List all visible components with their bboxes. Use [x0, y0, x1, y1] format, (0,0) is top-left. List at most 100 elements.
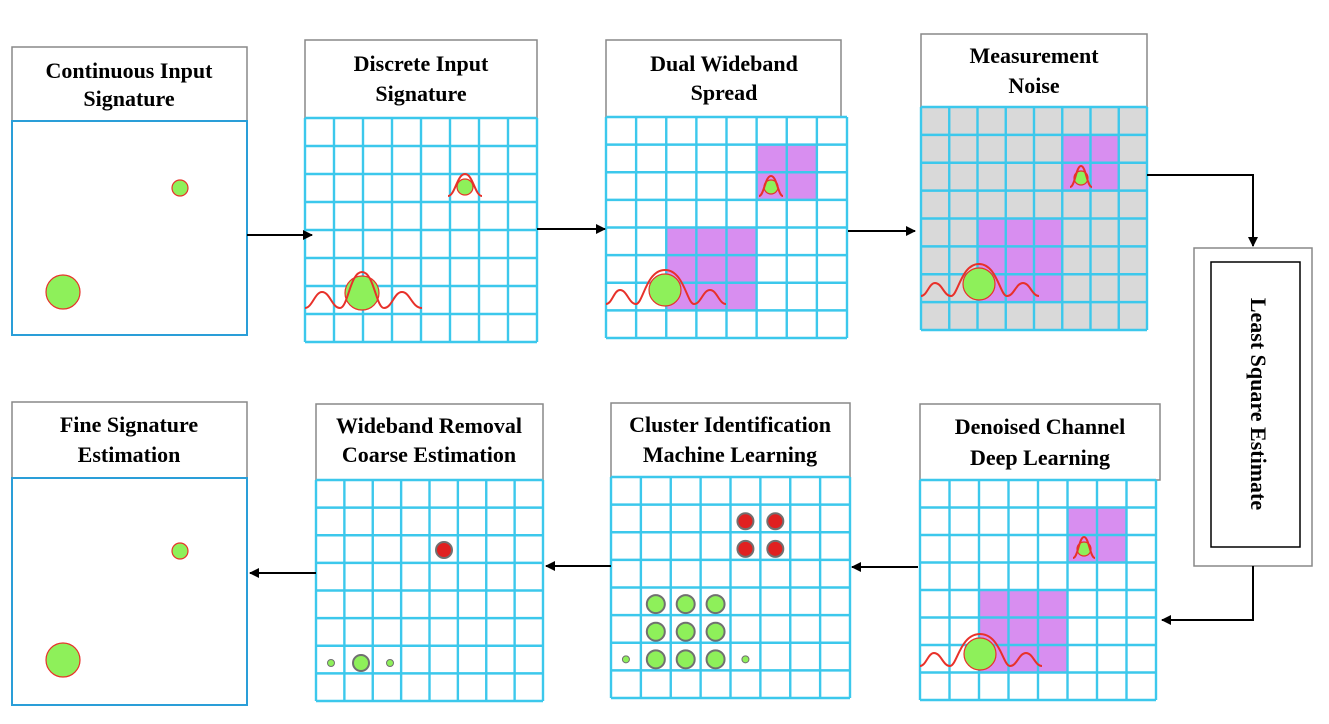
large-path-dot — [648, 273, 682, 307]
least-square-estimate-block: Least Square Estimate — [1193, 247, 1313, 567]
spread-cell — [1007, 589, 1039, 619]
spread-cell — [1096, 506, 1128, 536]
spread-cell — [1005, 217, 1035, 248]
title-box — [920, 33, 1148, 108]
spread-cell — [1033, 217, 1063, 248]
cluster-dot-green — [645, 621, 666, 642]
spread-cell — [695, 226, 728, 256]
cluster-dot-red — [736, 539, 755, 558]
sinc-pulse — [1069, 164, 1093, 188]
sinc-pulse — [758, 174, 784, 197]
title-line-2: Coarse Estimation — [342, 442, 516, 467]
spread-cell — [786, 143, 818, 173]
title-line-1: Dual Wideband — [650, 51, 798, 76]
spread-cell — [725, 282, 758, 312]
signature-area — [11, 120, 248, 336]
small-path-dot — [456, 178, 474, 196]
title-line-1-text: Measurement — [969, 43, 1099, 68]
title-line-2: Spread — [691, 80, 758, 105]
small-path-dot — [171, 179, 189, 197]
small-path-dot — [171, 542, 189, 560]
large-path-dot — [962, 267, 996, 301]
title-line-2: Signature — [375, 81, 467, 106]
sinc-pulse — [1072, 535, 1096, 559]
side-dot — [386, 659, 394, 667]
spread-cell — [1089, 162, 1120, 192]
small-path-dot — [1076, 541, 1092, 557]
spread-cell — [1089, 134, 1120, 164]
cluster-dot-green — [675, 621, 696, 642]
spread-cell — [665, 226, 698, 256]
spread-cell — [755, 143, 788, 173]
spread-cell — [1033, 245, 1063, 275]
large-path-dot — [344, 275, 380, 311]
panel-dual-wideband-spread: Dual Wideband Spread — [604, 39, 849, 340]
least-square-estimate-label: Least Square Estimate — [1246, 298, 1271, 510]
title-line-2: Machine Learning — [643, 442, 817, 467]
grid — [314, 478, 545, 703]
spread-cell — [1037, 616, 1069, 646]
cluster-dots — [621, 512, 785, 670]
spread-cell — [1066, 506, 1098, 536]
panel-fine-signature-estimation: Fine Signature Estimation — [11, 401, 248, 706]
title-line-1: Cluster Identification — [629, 412, 831, 437]
sinc-pulse — [919, 632, 1043, 668]
panel-wideband-removal: Wideband Removal Coarse Estimation — [314, 403, 545, 703]
spread-cell — [786, 171, 818, 201]
title-box — [11, 401, 248, 479]
spread-cells — [665, 143, 818, 312]
flow-arrows — [247, 174, 1258, 625]
side-dot — [327, 659, 335, 667]
title-box — [11, 46, 248, 122]
spread-cell — [725, 254, 758, 284]
arrow-least-square-to-denoised — [1161, 566, 1254, 625]
large-path-dot — [45, 274, 81, 310]
panel-measurement-noise: Measurement Noise — [919, 33, 1149, 332]
panel-cluster-identification: Cluster Identification Machine Learning — [609, 402, 852, 700]
cluster-dot-green — [675, 649, 696, 670]
signature-area — [11, 477, 248, 706]
spread-cell — [1061, 134, 1092, 164]
spread-cell — [695, 254, 728, 284]
grid — [303, 116, 539, 344]
spread-cell — [695, 282, 728, 312]
cluster-dot-green — [645, 649, 666, 670]
cluster-side-dot — [621, 655, 630, 664]
coarse-peak-dot — [435, 541, 453, 559]
large-path-dot — [45, 642, 81, 678]
title-box — [315, 403, 544, 481]
panel-continuous-input-signature: Continuous Input Signature — [11, 46, 248, 336]
title-line-2: Estimation — [78, 442, 181, 467]
title-box — [304, 39, 538, 119]
panel-discrete-input-signature: Discrete Input Signature — [303, 39, 539, 344]
sinc-pulse — [304, 270, 423, 310]
coarse-peak-dot — [352, 654, 370, 672]
panel-denoised-channel: Denoised Channel Deep Learning — [918, 403, 1161, 702]
spread-cell — [978, 589, 1010, 619]
cluster-dot-green — [705, 621, 726, 642]
grid — [919, 105, 1149, 332]
title-box — [919, 403, 1161, 481]
arrow-noise-to-least-square — [1147, 174, 1258, 247]
title-line-2: Noise — [1008, 73, 1060, 98]
title-line-1: Continuous Input — [46, 58, 214, 83]
spread-cell — [1005, 245, 1035, 275]
spread-cell — [1007, 616, 1039, 646]
cluster-dot-red — [736, 512, 755, 531]
sinc-pulse — [605, 268, 727, 306]
sinc-pulse — [920, 262, 1040, 298]
cluster-dot-green — [645, 594, 666, 615]
cluster-dot-green — [705, 594, 726, 615]
cluster-dot-green — [675, 594, 696, 615]
cluster-dot-red — [766, 539, 785, 558]
spread-cell — [1096, 534, 1128, 564]
grid — [604, 115, 849, 340]
sinc-pulse — [447, 172, 483, 197]
cluster-dot-red — [766, 512, 785, 531]
grid — [609, 475, 852, 700]
title-line-1: Denoised Channel — [955, 414, 1126, 439]
cluster-dot-green — [705, 649, 726, 670]
spread-cell — [1037, 589, 1069, 619]
large-path-dot — [963, 637, 997, 671]
